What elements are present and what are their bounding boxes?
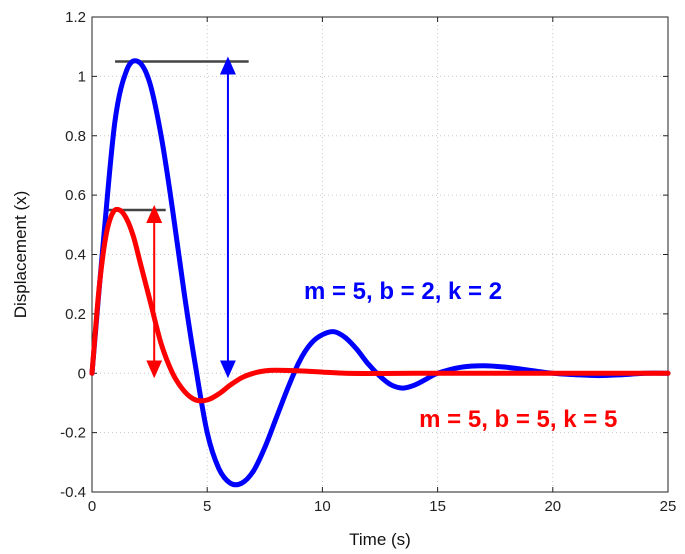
y-tick-label: 0.4 <box>65 247 86 264</box>
x-tick-label: 5 <box>203 498 211 515</box>
x-tick-label: 20 <box>544 498 561 515</box>
y-axis-label: Displacement (x) <box>11 191 30 319</box>
x-tick-label: 25 <box>660 498 677 515</box>
y-tick-label: 1 <box>78 68 86 85</box>
x-axis-label: Time (s) <box>349 530 411 549</box>
y-tick-label: 0.8 <box>65 128 86 145</box>
annotations-group: m = 5, b = 2, k = 2 m = 5, b = 5, k = 5 <box>304 278 617 433</box>
x-tick-label: 15 <box>429 498 446 515</box>
y-tick-label: -0.2 <box>60 425 86 442</box>
x-tick-label: 0 <box>88 498 96 515</box>
y-tick-label: -0.4 <box>60 484 86 501</box>
x-tick-label: 10 <box>314 498 331 515</box>
y-tick-label: 0.2 <box>65 306 86 323</box>
y-tick-label: 1.2 <box>65 9 86 26</box>
y-tick-label: 0 <box>78 365 86 382</box>
series-annotation: m = 5, b = 2, k = 2 <box>304 278 502 305</box>
y-tick-label: 0.6 <box>65 187 86 204</box>
series-annotation: m = 5, b = 5, k = 5 <box>419 406 617 433</box>
